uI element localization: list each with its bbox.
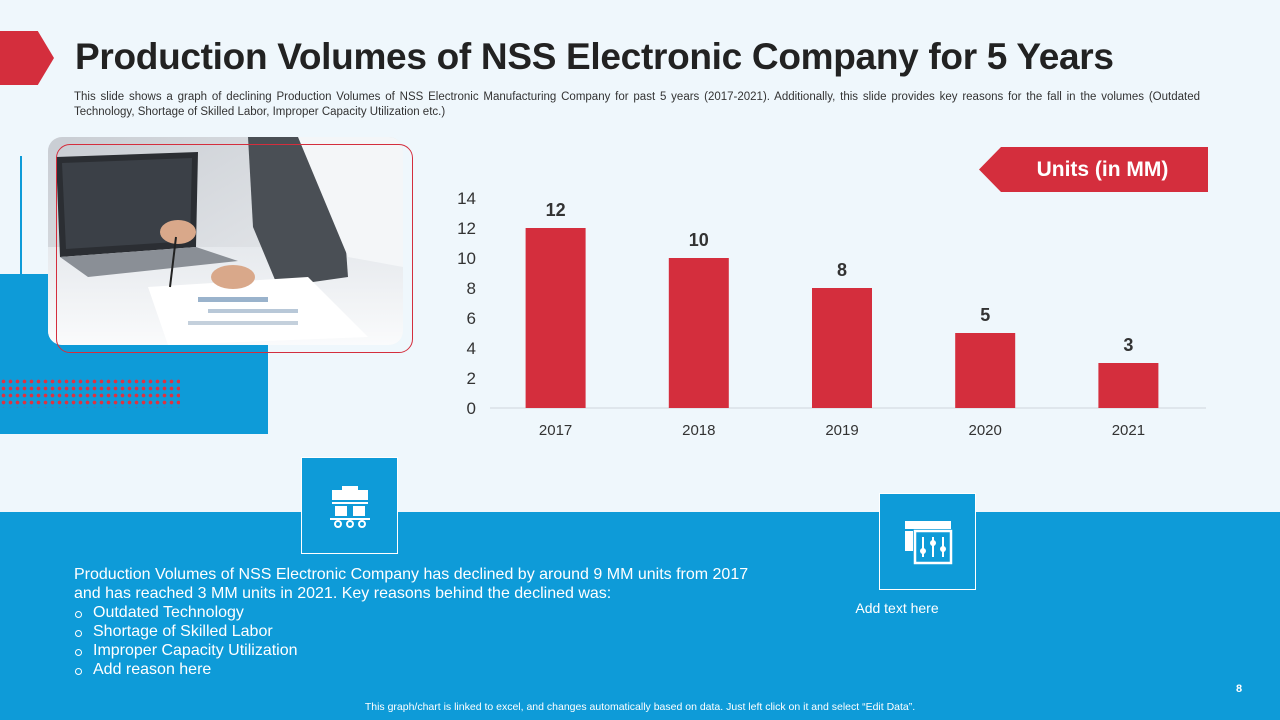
reason-item: Add reason here bbox=[74, 660, 774, 679]
add-text-placeholder[interactable]: Add text here bbox=[855, 600, 939, 616]
chart-title: Units (in MM) bbox=[1036, 157, 1169, 181]
bar-2019 bbox=[812, 288, 872, 408]
office-photo bbox=[48, 137, 403, 345]
page-number: 8 bbox=[1236, 683, 1243, 695]
bar-2018 bbox=[668, 258, 729, 408]
bar-chart: 0 2 4 6 8 10 12 14 12 2017 10 2018 8 2019 5 2020 3 2021 bbox=[457, 189, 1206, 439]
data-label-2021: 3 bbox=[1123, 335, 1133, 355]
x-tick-label: 2018 bbox=[682, 422, 715, 439]
decorative-vertical-line bbox=[20, 156, 22, 354]
bottom-blue-band bbox=[0, 512, 1280, 720]
data-label-2020: 5 bbox=[980, 305, 990, 325]
control-panel-icon-box bbox=[879, 493, 976, 590]
x-tick-label: 2019 bbox=[825, 422, 858, 439]
y-tick-label: 14 bbox=[457, 189, 476, 208]
reason-item: Outdated Technology bbox=[74, 603, 774, 622]
bar-2017 bbox=[525, 228, 586, 408]
title-accent-tab bbox=[0, 31, 54, 85]
x-tick-label: 2017 bbox=[539, 422, 572, 439]
y-tick-label: 2 bbox=[467, 369, 476, 388]
photo-frame bbox=[56, 144, 413, 353]
y-tick-label: 12 bbox=[457, 219, 476, 238]
y-tick-label: 0 bbox=[467, 399, 476, 418]
data-label-2018: 10 bbox=[689, 230, 709, 250]
footer-note: This graph/chart is linked to excel, and… bbox=[364, 701, 916, 713]
summary-text: Production Volumes of NSS Electronic Com… bbox=[74, 566, 749, 602]
x-tick-label: 2021 bbox=[1112, 422, 1145, 439]
slide-title: Production Volumes of NSS Electronic Com… bbox=[75, 36, 1114, 77]
control-panel-icon bbox=[904, 520, 952, 564]
reasons-list: Outdated Technology Shortage of Skilled … bbox=[74, 603, 774, 679]
y-tick-label: 10 bbox=[457, 249, 476, 268]
slide-subtitle: This slide shows a graph of declining Pr… bbox=[74, 91, 1200, 118]
bar-2020 bbox=[955, 333, 1016, 408]
data-label-2019: 8 bbox=[837, 260, 847, 280]
y-tick-label: 6 bbox=[467, 309, 476, 328]
summary-text-block: Production Volumes of NSS Electronic Com… bbox=[74, 565, 774, 679]
y-tick-label: 8 bbox=[467, 279, 476, 298]
reason-item: Improper Capacity Utilization bbox=[74, 641, 774, 660]
x-tick-label: 2020 bbox=[969, 422, 1002, 439]
bar-2021 bbox=[1098, 363, 1159, 408]
reason-item: Shortage of Skilled Labor bbox=[74, 622, 774, 641]
decorative-dot-grid bbox=[0, 378, 180, 408]
chart-title-banner: Units (in MM) bbox=[979, 147, 1208, 192]
factory-machine-icon bbox=[329, 485, 370, 528]
factory-machine-icon-box bbox=[301, 457, 398, 554]
y-tick-label: 4 bbox=[467, 339, 476, 358]
data-label-2017: 12 bbox=[546, 200, 566, 220]
